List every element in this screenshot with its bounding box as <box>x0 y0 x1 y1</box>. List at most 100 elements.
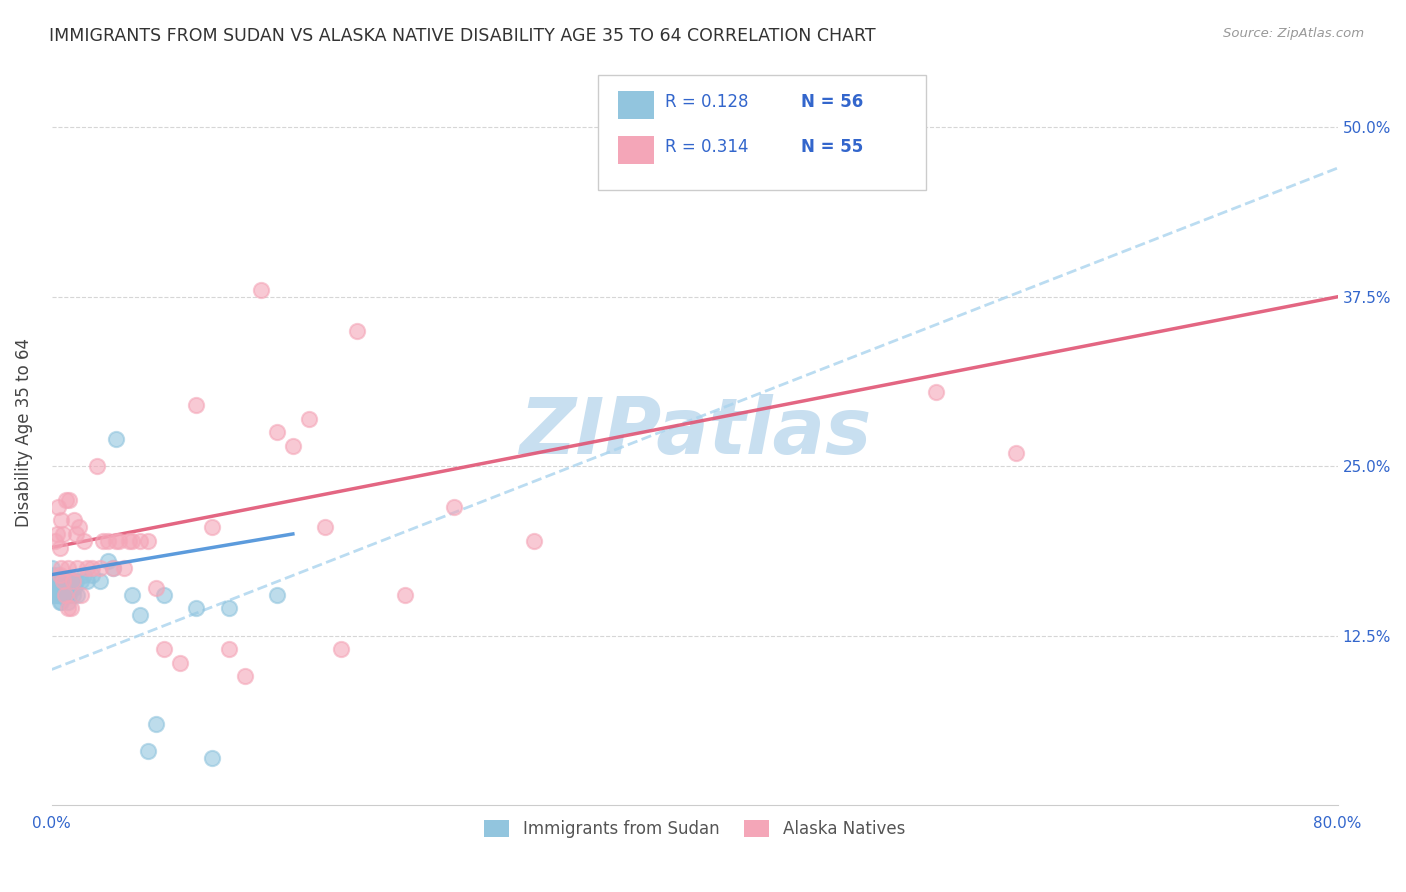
Point <box>112 561 135 575</box>
FancyBboxPatch shape <box>617 136 654 164</box>
Point <box>56 561 79 575</box>
Point <box>45 581 67 595</box>
Point <box>118 533 141 548</box>
Point <box>49 541 72 555</box>
Point <box>51 581 73 595</box>
Point <box>55 493 77 508</box>
Point <box>108 533 131 548</box>
Point <box>186 398 208 412</box>
Point <box>298 411 321 425</box>
Point <box>60 601 83 615</box>
Point <box>45 574 67 589</box>
Point <box>62 574 84 589</box>
Point <box>52 581 75 595</box>
Point <box>69 574 91 589</box>
Point <box>169 656 191 670</box>
Point <box>63 513 86 527</box>
Point <box>53 581 76 595</box>
Point <box>249 283 271 297</box>
Point <box>153 588 176 602</box>
Point <box>58 588 80 602</box>
Point <box>51 588 73 602</box>
Point <box>46 588 69 602</box>
Point <box>523 533 546 548</box>
Point <box>41 581 63 595</box>
Point <box>129 533 152 548</box>
Point <box>76 561 98 575</box>
Point <box>65 574 87 589</box>
Point <box>53 588 76 602</box>
Point <box>105 533 128 548</box>
Point <box>51 513 73 527</box>
Point <box>73 567 96 582</box>
Point <box>80 567 103 582</box>
Point <box>49 595 72 609</box>
Point <box>45 527 67 541</box>
Point <box>41 574 63 589</box>
Point <box>46 581 69 595</box>
Point <box>52 574 75 589</box>
Point <box>49 567 72 582</box>
Point <box>136 533 159 548</box>
Text: IMMIGRANTS FROM SUDAN VS ALASKA NATIVE DISABILITY AGE 35 TO 64 CORRELATION CHART: IMMIGRANTS FROM SUDAN VS ALASKA NATIVE D… <box>49 27 876 45</box>
Point <box>55 574 77 589</box>
Point <box>56 588 79 602</box>
Point <box>266 425 288 440</box>
Point <box>346 324 368 338</box>
Point <box>60 581 83 595</box>
Point <box>201 520 224 534</box>
Point <box>145 716 167 731</box>
Point <box>281 439 304 453</box>
Point <box>44 574 66 589</box>
FancyBboxPatch shape <box>617 91 654 120</box>
Point <box>62 588 84 602</box>
Point <box>314 520 336 534</box>
Point <box>266 588 288 602</box>
Point <box>63 581 86 595</box>
Point <box>91 533 114 548</box>
Point <box>45 588 67 602</box>
Point <box>46 574 69 589</box>
Point <box>69 588 91 602</box>
Point <box>41 567 63 582</box>
Point <box>925 384 948 399</box>
Point <box>49 588 72 602</box>
Point <box>62 574 84 589</box>
Point <box>233 669 256 683</box>
Point <box>121 533 143 548</box>
Point <box>101 561 124 575</box>
Point <box>56 601 79 615</box>
Point <box>44 588 66 602</box>
Point <box>101 561 124 575</box>
Text: Source: ZipAtlas.com: Source: ZipAtlas.com <box>1223 27 1364 40</box>
Point <box>55 588 77 602</box>
Text: N = 55: N = 55 <box>801 137 863 156</box>
Point <box>49 581 72 595</box>
Point <box>330 642 353 657</box>
Point <box>67 520 90 534</box>
Text: N = 56: N = 56 <box>801 93 863 112</box>
Point <box>41 561 63 575</box>
Point <box>44 533 66 548</box>
Y-axis label: Disability Age 35 to 64: Disability Age 35 to 64 <box>15 338 32 527</box>
Point <box>58 493 80 508</box>
Text: R = 0.314: R = 0.314 <box>665 137 748 156</box>
Point <box>76 574 98 589</box>
Point <box>97 554 120 568</box>
Point <box>1005 445 1028 459</box>
Point <box>394 588 416 602</box>
Point <box>443 500 465 514</box>
Point <box>51 595 73 609</box>
Point <box>46 500 69 514</box>
Point <box>51 561 73 575</box>
Point <box>218 642 240 657</box>
Point <box>52 574 75 589</box>
Point <box>201 750 224 764</box>
Point <box>56 595 79 609</box>
Point <box>52 588 75 602</box>
Point <box>186 601 208 615</box>
Point <box>89 561 111 575</box>
Point <box>129 608 152 623</box>
Point <box>45 567 67 582</box>
Point <box>41 588 63 602</box>
